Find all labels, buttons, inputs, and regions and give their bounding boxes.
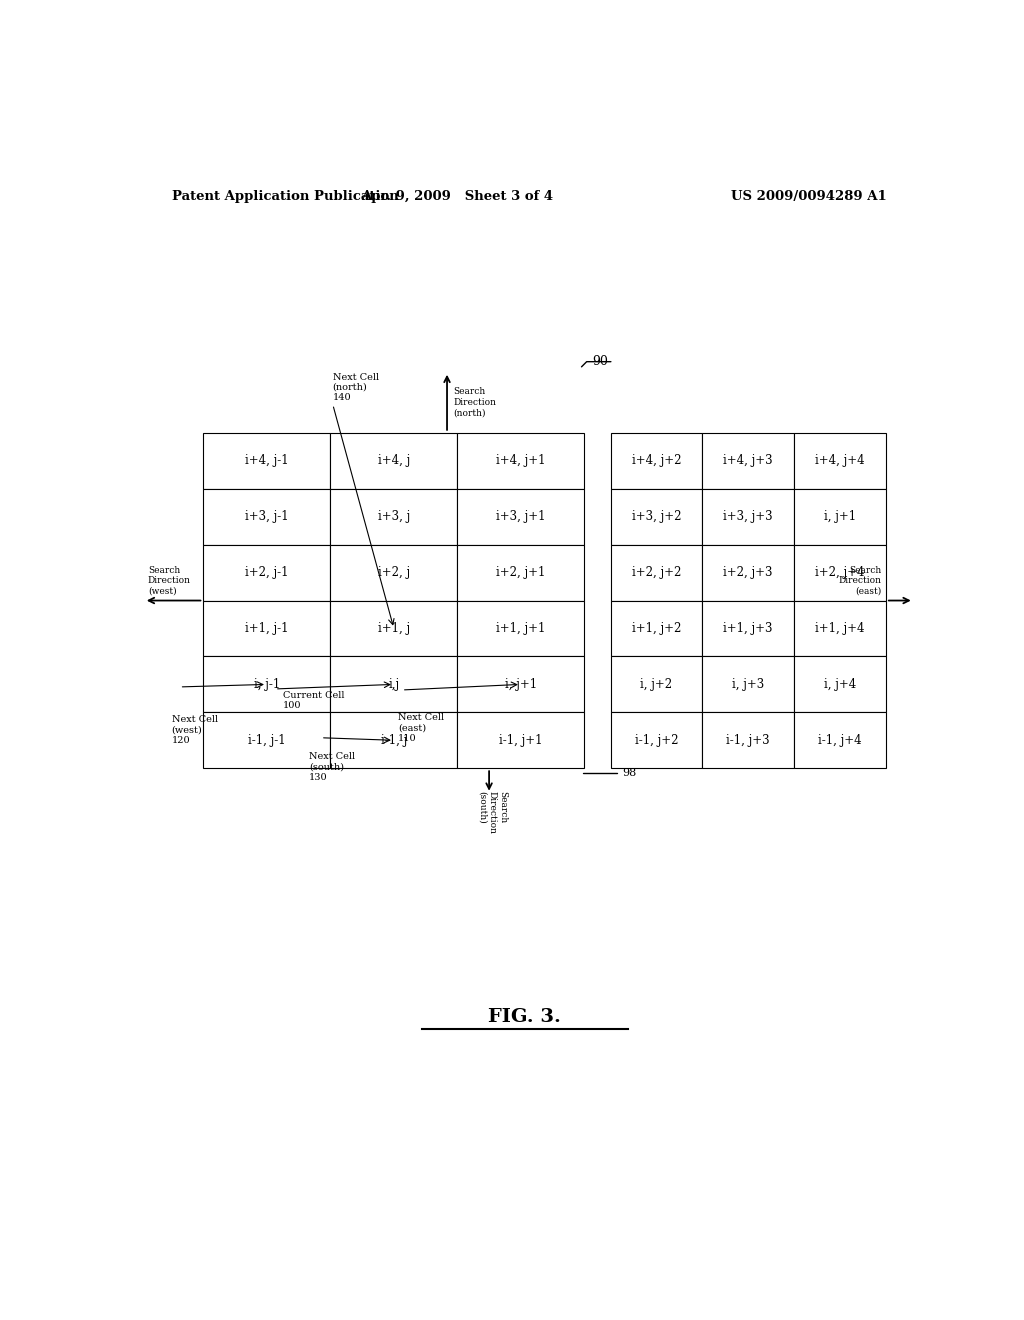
Text: 98: 98 bbox=[623, 768, 637, 779]
Text: i-1, j+3: i-1, j+3 bbox=[726, 734, 770, 747]
Text: i+3, j+2: i+3, j+2 bbox=[632, 511, 681, 523]
Bar bbox=[458, 713, 585, 768]
Bar bbox=[458, 433, 585, 488]
Text: Apr. 9, 2009   Sheet 3 of 4: Apr. 9, 2009 Sheet 3 of 4 bbox=[361, 190, 553, 202]
Text: i+2, j+4: i+2, j+4 bbox=[815, 566, 864, 579]
Bar bbox=[331, 433, 458, 488]
Bar bbox=[204, 656, 331, 713]
Text: i+3, j: i+3, j bbox=[378, 511, 410, 523]
Bar bbox=[204, 433, 331, 488]
Text: Search
Direction
(east): Search Direction (east) bbox=[839, 566, 882, 595]
Text: Next Cell
(west)
120: Next Cell (west) 120 bbox=[172, 715, 218, 746]
Bar bbox=[458, 656, 585, 713]
Text: i-1, j+1: i-1, j+1 bbox=[499, 734, 543, 747]
Text: i+4, j+1: i+4, j+1 bbox=[496, 454, 546, 467]
Text: Next Cell
(north)
140: Next Cell (north) 140 bbox=[333, 372, 379, 403]
Bar bbox=[794, 656, 886, 713]
Text: i+4, j+3: i+4, j+3 bbox=[723, 454, 773, 467]
Bar bbox=[331, 656, 458, 713]
Text: US 2009/0094289 A1: US 2009/0094289 A1 bbox=[731, 190, 887, 202]
Text: FIG. 3.: FIG. 3. bbox=[488, 1008, 561, 1026]
Text: Search
Direction
(south): Search Direction (south) bbox=[477, 791, 507, 834]
Text: i, j+4: i, j+4 bbox=[824, 678, 856, 690]
Text: i, j+1: i, j+1 bbox=[824, 511, 856, 523]
Bar bbox=[702, 656, 794, 713]
Bar bbox=[794, 433, 886, 488]
Bar bbox=[458, 601, 585, 656]
Text: 90: 90 bbox=[592, 355, 608, 368]
Bar bbox=[702, 488, 794, 545]
Bar bbox=[204, 713, 331, 768]
Bar bbox=[794, 545, 886, 601]
Text: i+4, j+2: i+4, j+2 bbox=[632, 454, 681, 467]
Bar bbox=[458, 545, 585, 601]
Bar bbox=[331, 488, 458, 545]
Text: i, j+3: i, j+3 bbox=[732, 678, 764, 690]
Bar bbox=[610, 601, 702, 656]
Text: i-1, j+4: i-1, j+4 bbox=[818, 734, 862, 747]
Text: i+4, j-1: i+4, j-1 bbox=[245, 454, 289, 467]
Text: i, j+2: i, j+2 bbox=[640, 678, 673, 690]
Text: i+3, j-1: i+3, j-1 bbox=[245, 511, 289, 523]
Text: i+3, j+3: i+3, j+3 bbox=[723, 511, 773, 523]
Bar bbox=[331, 545, 458, 601]
Text: Search
Direction
(west): Search Direction (west) bbox=[147, 566, 190, 595]
Bar bbox=[204, 488, 331, 545]
Text: i+1, j: i+1, j bbox=[378, 622, 410, 635]
Bar bbox=[610, 433, 702, 488]
Text: i, j+1: i, j+1 bbox=[505, 678, 537, 690]
Text: i+4, j: i+4, j bbox=[378, 454, 410, 467]
Text: i-1, j-1: i-1, j-1 bbox=[248, 734, 286, 747]
Text: i+1, j-1: i+1, j-1 bbox=[245, 622, 289, 635]
Text: i+2, j+2: i+2, j+2 bbox=[632, 566, 681, 579]
Text: Current Cell
100: Current Cell 100 bbox=[283, 690, 344, 710]
Text: i+1, j+3: i+1, j+3 bbox=[723, 622, 773, 635]
Bar bbox=[331, 713, 458, 768]
Bar bbox=[702, 601, 794, 656]
Bar bbox=[610, 656, 702, 713]
Bar bbox=[794, 601, 886, 656]
Bar bbox=[331, 601, 458, 656]
Bar bbox=[794, 713, 886, 768]
Bar bbox=[204, 545, 331, 601]
Bar bbox=[610, 488, 702, 545]
Bar bbox=[702, 545, 794, 601]
Text: i+3, j+1: i+3, j+1 bbox=[496, 511, 546, 523]
Text: i-1, j+2: i-1, j+2 bbox=[635, 734, 678, 747]
Text: i,j: i,j bbox=[388, 678, 399, 690]
Text: Search
Direction
(north): Search Direction (north) bbox=[454, 388, 497, 417]
Text: Patent Application Publication: Patent Application Publication bbox=[172, 190, 398, 202]
Bar bbox=[702, 713, 794, 768]
Bar bbox=[702, 433, 794, 488]
Bar bbox=[458, 488, 585, 545]
Text: i, j-1: i, j-1 bbox=[254, 678, 280, 690]
Bar bbox=[204, 601, 331, 656]
Text: i+4, j+4: i+4, j+4 bbox=[815, 454, 865, 467]
Text: i+2, j+3: i+2, j+3 bbox=[723, 566, 773, 579]
Text: i+2, j: i+2, j bbox=[378, 566, 410, 579]
Text: i+1, j+1: i+1, j+1 bbox=[497, 622, 546, 635]
Bar bbox=[610, 713, 702, 768]
Bar bbox=[610, 545, 702, 601]
Text: Next Cell
(east)
110: Next Cell (east) 110 bbox=[397, 713, 444, 743]
Text: Next Cell
(south)
130: Next Cell (south) 130 bbox=[309, 752, 355, 781]
Text: i+1, j+2: i+1, j+2 bbox=[632, 622, 681, 635]
Text: i+2, j+1: i+2, j+1 bbox=[497, 566, 546, 579]
Text: i+2, j-1: i+2, j-1 bbox=[245, 566, 289, 579]
Bar bbox=[794, 488, 886, 545]
Text: i+1, j+4: i+1, j+4 bbox=[815, 622, 864, 635]
Text: i-1, j: i-1, j bbox=[381, 734, 407, 747]
